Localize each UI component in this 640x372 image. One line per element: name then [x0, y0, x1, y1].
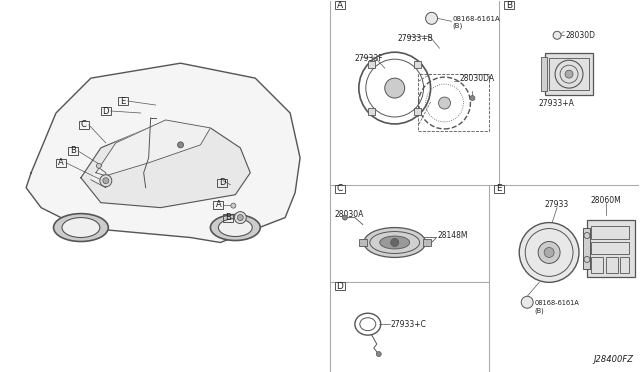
- Text: 28030DA: 28030DA: [460, 74, 495, 83]
- Bar: [368, 108, 375, 115]
- Polygon shape: [96, 120, 211, 176]
- Text: 28148M: 28148M: [438, 231, 468, 240]
- Ellipse shape: [385, 78, 404, 98]
- Bar: [422, 238, 431, 247]
- Text: 27933F: 27933F: [355, 54, 383, 63]
- Ellipse shape: [364, 228, 426, 257]
- Circle shape: [177, 142, 184, 148]
- Circle shape: [237, 215, 243, 221]
- Bar: [118, 97, 128, 105]
- Text: E: E: [497, 184, 502, 193]
- Ellipse shape: [380, 236, 410, 249]
- Bar: [494, 185, 504, 193]
- Ellipse shape: [211, 215, 260, 241]
- Ellipse shape: [218, 219, 252, 237]
- Bar: [545, 53, 593, 95]
- Text: E: E: [120, 97, 125, 106]
- Ellipse shape: [62, 218, 100, 237]
- Ellipse shape: [54, 214, 108, 241]
- Bar: [68, 147, 78, 155]
- Text: 28060M: 28060M: [591, 196, 621, 205]
- Text: S: S: [429, 16, 434, 21]
- Bar: [359, 238, 367, 247]
- Bar: [591, 241, 629, 254]
- Bar: [218, 179, 227, 187]
- Text: S: S: [556, 33, 559, 38]
- Circle shape: [100, 175, 112, 187]
- Text: A: A: [58, 158, 64, 167]
- Circle shape: [97, 163, 101, 168]
- Ellipse shape: [519, 222, 579, 282]
- Text: 27933: 27933: [545, 200, 569, 209]
- Circle shape: [470, 96, 475, 100]
- Circle shape: [521, 296, 533, 308]
- Circle shape: [342, 215, 348, 220]
- Circle shape: [426, 12, 438, 24]
- Text: D: D: [337, 282, 344, 291]
- Polygon shape: [91, 168, 106, 188]
- Circle shape: [553, 31, 561, 39]
- Bar: [541, 57, 547, 91]
- Bar: [79, 121, 89, 129]
- Bar: [415, 108, 422, 115]
- Bar: [620, 257, 629, 273]
- Bar: [504, 1, 515, 9]
- Text: 08168-6161A
(B): 08168-6161A (B): [452, 16, 500, 29]
- Text: D: D: [219, 178, 226, 187]
- Bar: [606, 257, 618, 273]
- Bar: [335, 282, 345, 290]
- Text: J28400FZ: J28400FZ: [594, 355, 634, 364]
- Bar: [101, 107, 111, 115]
- Circle shape: [234, 212, 246, 224]
- Text: 27933+B: 27933+B: [397, 34, 433, 43]
- Ellipse shape: [438, 97, 451, 109]
- Text: B: B: [506, 1, 513, 10]
- Text: 28030A: 28030A: [335, 210, 364, 219]
- Bar: [549, 58, 589, 90]
- Text: A: A: [216, 200, 221, 209]
- Bar: [583, 228, 590, 269]
- Circle shape: [391, 238, 399, 247]
- Text: B: B: [70, 146, 76, 155]
- Bar: [418, 74, 490, 131]
- Text: S: S: [525, 300, 529, 305]
- Polygon shape: [26, 63, 300, 243]
- Bar: [368, 61, 375, 68]
- Bar: [587, 219, 635, 278]
- Circle shape: [376, 352, 381, 356]
- Polygon shape: [81, 123, 250, 208]
- Bar: [591, 257, 603, 273]
- Bar: [335, 185, 345, 193]
- Text: 08168-6161A
(B): 08168-6161A (B): [534, 301, 579, 314]
- Bar: [335, 1, 345, 9]
- Bar: [591, 225, 629, 238]
- Circle shape: [544, 247, 554, 257]
- Bar: [56, 159, 66, 167]
- Circle shape: [231, 203, 236, 208]
- Text: 28030D: 28030D: [565, 31, 595, 40]
- Ellipse shape: [538, 241, 560, 263]
- Text: 27933+C: 27933+C: [391, 320, 427, 329]
- Bar: [213, 201, 223, 209]
- Text: B: B: [225, 213, 231, 222]
- Text: D: D: [102, 106, 109, 115]
- Text: A: A: [337, 1, 343, 10]
- Circle shape: [103, 178, 109, 184]
- Bar: [223, 214, 234, 222]
- Text: C: C: [81, 121, 87, 129]
- Text: 27933+A: 27933+A: [538, 99, 574, 108]
- Circle shape: [565, 70, 573, 78]
- Text: C: C: [337, 184, 343, 193]
- Bar: [415, 61, 422, 68]
